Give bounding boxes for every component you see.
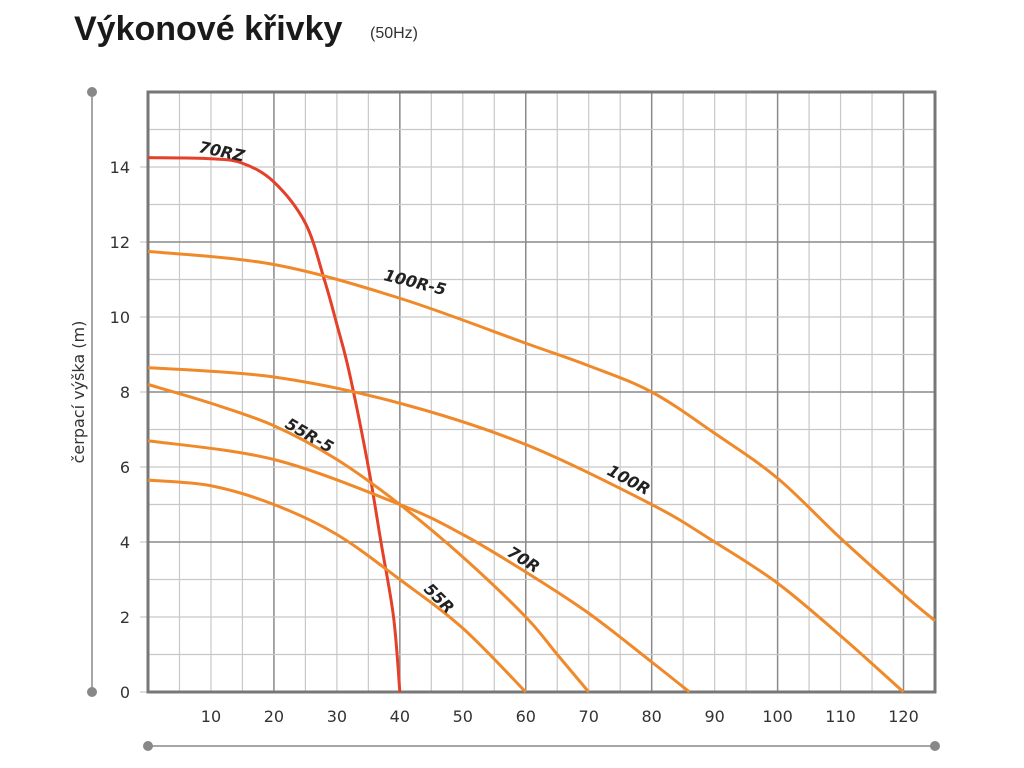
- y-tick-label: 4: [120, 533, 130, 552]
- x-tick-label: 70: [579, 707, 599, 726]
- grid: [140, 92, 935, 693]
- chart-title: Výkonové křivky: [74, 10, 342, 48]
- y-tick-label: 12: [110, 233, 130, 252]
- plot-frame: [146, 90, 937, 694]
- series-line-70r: [147, 439, 691, 694]
- series-label-55r-5: 55R-5: [282, 414, 337, 457]
- x-tick-label: 20: [264, 707, 284, 726]
- y-tick-label: 0: [120, 683, 130, 702]
- y-tick-label: 14: [110, 158, 130, 177]
- x-axis-end-dot: [143, 741, 153, 751]
- y-axis-label: čerpací výška (m): [69, 321, 88, 464]
- y-axis-end-dot: [87, 87, 97, 97]
- x-tick-label: 90: [704, 707, 724, 726]
- x-tick-label: 40: [390, 707, 410, 726]
- x-tick-label: 120: [888, 707, 919, 726]
- series-label-70rz: 70RZ: [197, 137, 247, 165]
- y-tick-label: 10: [110, 308, 130, 327]
- y-axis-end-dot: [87, 687, 97, 697]
- series-line-55r: [147, 478, 527, 694]
- x-axis-end-dot: [930, 741, 940, 751]
- y-tick-label: 6: [120, 458, 130, 477]
- series-label-100r-5: 100R-5: [382, 265, 448, 299]
- x-tick-label: 30: [327, 707, 347, 726]
- x-tick-label: 50: [453, 707, 473, 726]
- series-line-100r-5: [147, 249, 936, 622]
- x-tick-label: 60: [516, 707, 536, 726]
- x-tick-label: 10: [201, 707, 221, 726]
- series-line-70rz: [147, 156, 402, 693]
- chart-subtitle: (50Hz): [370, 25, 418, 42]
- y-tick-label: 2: [120, 608, 130, 627]
- series-line-100r: [147, 366, 905, 694]
- series-label-55r: 55R: [420, 579, 458, 617]
- y-tick-label: 8: [120, 383, 130, 402]
- series-lines: [147, 156, 936, 694]
- x-tick-label: 80: [642, 707, 662, 726]
- x-tick-label: 100: [762, 707, 793, 726]
- x-tick-label: 110: [825, 707, 856, 726]
- axes: 10 20 30 40 50 60 70 80 90 100 110 120 0 2 4 6 8 10 12 14: [87, 87, 940, 751]
